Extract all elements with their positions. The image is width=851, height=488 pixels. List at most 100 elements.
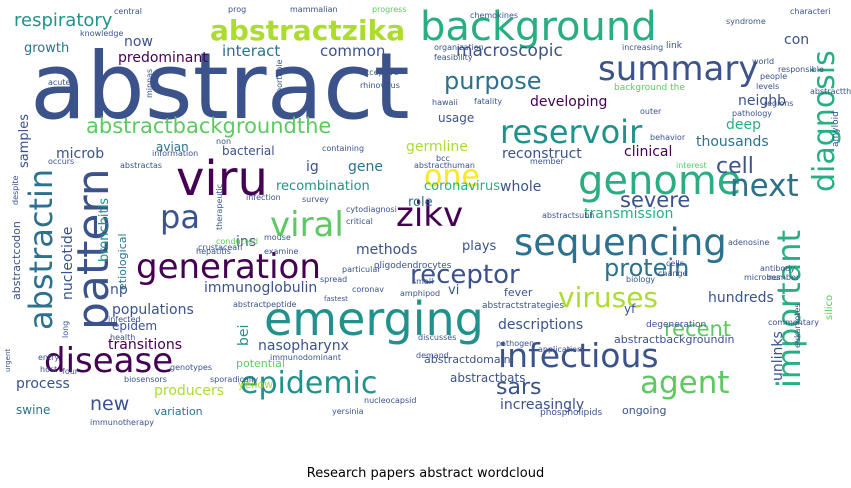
word-cell: cell: [716, 154, 754, 179]
word-immunodominant: immunodominant: [270, 353, 341, 362]
word-con: con: [784, 32, 809, 48]
word-nucleocapsid: nucleocapsid: [364, 396, 416, 405]
word-pathology: pathology: [732, 109, 772, 118]
word-generation: generation: [136, 247, 321, 287]
word-severe: severe: [620, 188, 690, 212]
word-interact: interact: [222, 42, 280, 60]
word-silico: silico: [824, 295, 835, 320]
word-conducted: conducted: [216, 237, 258, 246]
word-abstractbackgroundin: abstractbackgroundin: [614, 333, 735, 346]
word-diagnosis: diagnosis: [807, 50, 842, 192]
word-bcc: bcc: [436, 154, 450, 163]
word-abstractthe: abstractthe: [810, 87, 851, 96]
word-respiratory: respiratory: [14, 10, 113, 31]
word-nasopharynx: nasopharynx: [258, 338, 349, 354]
word-sequencing: sequencing: [514, 221, 727, 264]
word-abstractdomain: abstractdomain: [424, 353, 511, 366]
word-disease: disease: [44, 341, 173, 381]
word-cells: cells: [666, 259, 684, 268]
word-recombination: recombination: [276, 179, 370, 194]
word-world: world: [752, 57, 774, 66]
word-occurs: occurs: [48, 157, 74, 166]
word-next: next: [730, 168, 799, 204]
word-portable: portable: [275, 59, 284, 93]
word-small: small: [412, 277, 433, 286]
word-chemokines: chemokines: [470, 11, 518, 20]
word-demand: demand: [416, 351, 449, 360]
word-np: np: [110, 282, 128, 298]
word-microbes: microbes: [744, 273, 781, 282]
word-entry: entry: [38, 353, 59, 362]
word-process: process: [16, 376, 70, 392]
word-particular: particular: [342, 265, 381, 274]
word-feasibility: feasibility: [434, 53, 473, 62]
word-protein: protein: [604, 254, 689, 282]
word-number: number: [768, 273, 800, 282]
word-unlinks: unlinks: [770, 331, 786, 381]
word-abstractbackgroundthe: abstractbackgroundthe: [86, 114, 331, 138]
word-biology: biology: [626, 275, 655, 284]
word-fever: fever: [504, 286, 533, 299]
word-long: long: [61, 321, 70, 338]
word-viral: viral: [270, 205, 344, 245]
word-eukaryotes: eukaryotes: [793, 303, 802, 348]
word-change: change: [658, 269, 688, 278]
word-developing: developing: [530, 94, 607, 110]
word-genome: genome: [578, 158, 741, 204]
word-interest: interest: [676, 161, 707, 170]
word-methods: methods: [356, 242, 417, 258]
word-variation: variation: [154, 405, 203, 418]
word-germline: germline: [406, 139, 468, 155]
word-behavior: behavior: [650, 133, 686, 142]
word-levels: levels: [756, 82, 779, 91]
word-immunotherapy: immunotherapy: [90, 418, 154, 427]
word-information: information: [152, 149, 198, 158]
word-pa: pa: [160, 198, 200, 236]
word-people: people: [760, 72, 787, 81]
word-therapeutic: therapeutic: [215, 184, 224, 230]
caption: Research papers abstract wordcloud: [306, 466, 545, 481]
word-acute: acute: [48, 78, 71, 87]
word-abstractcodon: abstractcodon: [10, 221, 23, 300]
word-pathogen: pathogen: [496, 339, 534, 348]
word-epidemic: epidemic: [240, 366, 377, 401]
word-macroscopic: macroscopic: [456, 41, 563, 61]
word-background-the: background the: [614, 83, 685, 93]
word-predominant: predominant: [118, 50, 208, 66]
word-now: now: [124, 34, 153, 50]
word-gene: gene: [348, 159, 383, 175]
word-biosensors: biosensors: [124, 375, 167, 384]
word-microb: microb: [56, 146, 104, 162]
word-prog: prog: [228, 5, 246, 14]
word-survey: survey: [302, 195, 329, 204]
word-mouse: mouse: [264, 233, 291, 242]
word-non: non: [216, 137, 231, 146]
word-ongoing: ongoing: [622, 404, 666, 417]
word-nucleotide: nucleotide: [60, 227, 76, 300]
word-member: member: [530, 157, 565, 166]
word-deep: deep: [726, 117, 761, 133]
word-transmission: transmission: [584, 206, 673, 222]
word-abstracthuman: abstracthuman: [414, 161, 475, 170]
word-responsible: responsible: [778, 65, 824, 74]
word-abstractstrategies: abstractstrategies: [482, 301, 564, 311]
word-examine: examine: [264, 247, 299, 256]
word-antibody: antibody: [760, 264, 795, 273]
word-viru: viru: [176, 151, 268, 207]
word-descriptions: descriptions: [498, 317, 583, 333]
word-agent: agent: [640, 365, 730, 401]
word-abstract: abstract: [30, 33, 410, 140]
word-application: application: [538, 345, 582, 354]
word-thousands: thousands: [696, 134, 769, 150]
word-emerging: emerging: [264, 292, 484, 346]
word-despite: despite: [11, 175, 20, 205]
word-amphipod: amphipod: [400, 289, 440, 298]
word-ins: ins: [236, 234, 256, 250]
word-central: central: [114, 7, 142, 16]
word-abstractsubh: abstractsubh: [542, 211, 594, 220]
word-coronavirus: coronavirus: [424, 179, 500, 194]
word-degeneration: degeneration: [646, 320, 706, 330]
word-adenosine: adenosine: [728, 238, 769, 247]
word-producers: producers: [154, 383, 224, 399]
word-crustacean: crustacean: [198, 243, 242, 252]
